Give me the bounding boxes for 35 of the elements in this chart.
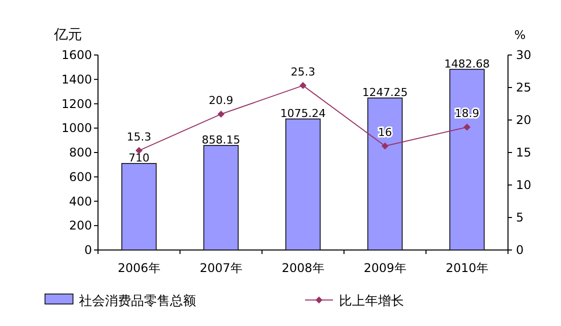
data-label: 16 bbox=[378, 126, 392, 139]
y-tick: 600 bbox=[69, 170, 92, 184]
data-label: 1482.68 bbox=[444, 57, 490, 70]
y-tick: 400 bbox=[69, 194, 92, 208]
y-tick: 1200 bbox=[61, 96, 92, 111]
y-tick: 800 bbox=[69, 146, 92, 160]
y-tick: 1600 bbox=[61, 48, 92, 62]
y-tick: 200 bbox=[69, 218, 92, 233]
x-tick: 2007年 bbox=[200, 261, 242, 275]
y2label: % bbox=[514, 28, 526, 42]
y-tick: 1000 bbox=[61, 121, 92, 136]
y2-tick: 30 bbox=[516, 48, 532, 62]
data-label: 1247.25 bbox=[362, 86, 408, 99]
y2-tick: 25 bbox=[516, 80, 532, 94]
x-tick: 2008年 bbox=[282, 261, 324, 275]
data-label: 710 bbox=[128, 151, 150, 164]
data-label: 25.3 bbox=[290, 66, 316, 79]
data-label: 1075.24 bbox=[280, 106, 326, 120]
data-label: 18.9 bbox=[454, 107, 480, 120]
ylabel: 亿元 bbox=[54, 27, 82, 43]
data-label: 20.9 bbox=[208, 94, 234, 108]
y2-tick: 0 bbox=[516, 243, 524, 257]
y-tick: 1400 bbox=[61, 72, 92, 86]
data-label: 858.15 bbox=[202, 133, 240, 146]
x-tick: 2009年 bbox=[364, 261, 406, 275]
x-tick: 2010年 bbox=[446, 261, 488, 275]
y2-tick: 10 bbox=[516, 178, 532, 192]
legend-text: 比上年增长 bbox=[339, 294, 404, 309]
data-label: 15.3 bbox=[126, 130, 152, 144]
y2-tick: 15 bbox=[516, 146, 532, 160]
x-tick: 2006年 bbox=[118, 261, 160, 275]
y2-tick: 20 bbox=[516, 113, 532, 127]
legend-text: 社会消费品零售总额 bbox=[79, 294, 196, 309]
y2-tick: 5 bbox=[516, 210, 524, 224]
y-tick: 0 bbox=[84, 243, 92, 257]
